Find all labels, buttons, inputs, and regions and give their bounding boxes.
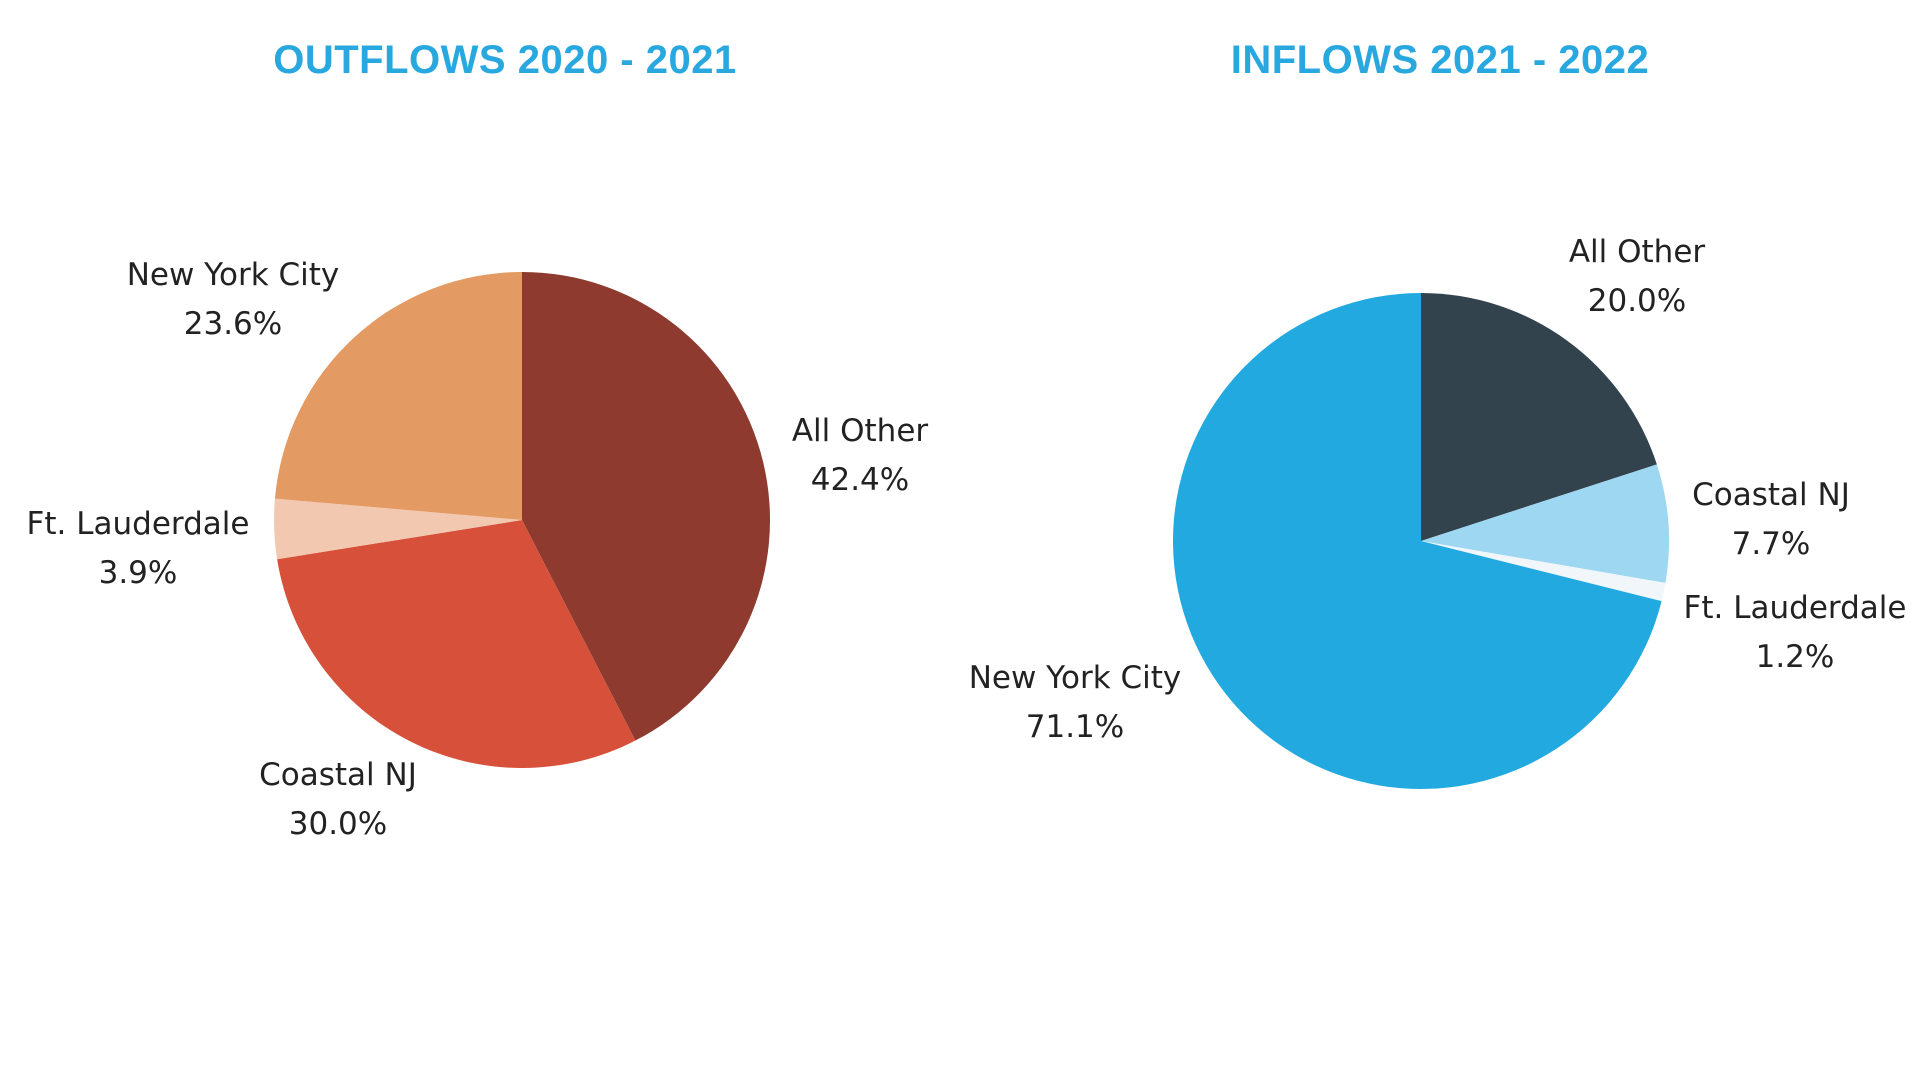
inflows-label-coastal-nj: Coastal NJ <box>1692 477 1850 513</box>
outflows-slice-all-other <box>522 272 771 741</box>
inflows-label-new-york-city: New York City <box>969 660 1182 696</box>
outflows-label-all-other: All Other <box>792 413 929 449</box>
inflows-slice-ft-lauderdale <box>1421 541 1666 602</box>
outflows-label-ft-lauderdale: Ft. Lauderdale <box>27 506 250 542</box>
inflows-value-new-york-city: 71.1% <box>1026 709 1124 745</box>
inflows-slice-all-other <box>1421 293 1657 541</box>
outflows-value-all-other: 42.4% <box>811 462 909 498</box>
inflows-slice-coastal-nj <box>1421 464 1669 583</box>
inflows-value-all-other: 20.0% <box>1588 283 1686 319</box>
outflows-slice-new-york-city <box>274 272 522 520</box>
inflows-chart-title: INFLOWS 2021 - 2022 <box>1230 38 1650 82</box>
inflows-value-ft-lauderdale: 1.2% <box>1756 639 1835 675</box>
inflows-value-coastal-nj: 7.7% <box>1732 526 1811 562</box>
outflows-chart-title: OUTFLOWS 2020 - 2021 <box>273 38 737 82</box>
outflows-value-new-york-city: 23.6% <box>184 306 282 342</box>
outflows-label-new-york-city: New York City <box>127 257 340 293</box>
inflows-label-all-other: All Other <box>1569 234 1706 270</box>
outflows-pie: All Other 42.4% Coastal NJ 30.0% Ft. Lauderd… <box>27 257 929 842</box>
outflows-slice-ft-lauderdale <box>274 498 522 560</box>
outflows-value-coastal-nj: 30.0% <box>289 806 387 842</box>
inflows-label-ft-lauderdale: Ft. Lauderdale <box>1684 590 1907 626</box>
outflows-value-ft-lauderdale: 3.9% <box>99 555 178 591</box>
inflows-slice-new-york-city <box>1172 293 1662 789</box>
inflows-pie: All Other 20.0% Coastal NJ 7.7% Ft. Lauderda… <box>969 234 1907 789</box>
outflows-label-coastal-nj: Coastal NJ <box>259 757 417 793</box>
outflows-slice-coastal-nj <box>277 520 636 769</box>
